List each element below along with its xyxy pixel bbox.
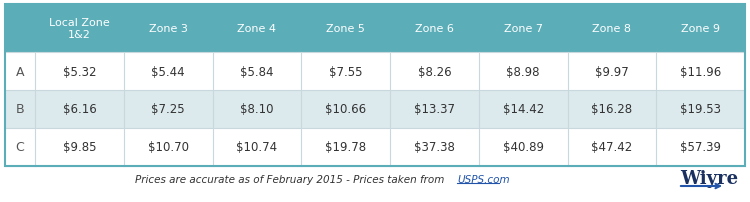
Bar (5, 90, 745, 128)
Text: USPS.com: USPS.com (457, 174, 510, 184)
Text: $57.39: $57.39 (680, 141, 722, 154)
Text: $10.70: $10.70 (148, 141, 189, 154)
Text: Zone 6: Zone 6 (415, 24, 454, 34)
Text: Zone 7: Zone 7 (504, 24, 542, 34)
Text: Local Zone
1&2: Local Zone 1&2 (49, 18, 110, 40)
Text: $37.38: $37.38 (414, 141, 454, 154)
Text: $9.97: $9.97 (595, 65, 628, 78)
Text: $7.55: $7.55 (328, 65, 362, 78)
Text: C: C (16, 141, 24, 154)
Text: $8.10: $8.10 (240, 103, 274, 116)
Text: Zone 8: Zone 8 (592, 24, 632, 34)
Text: $5.44: $5.44 (152, 65, 185, 78)
Text: $19.78: $19.78 (325, 141, 366, 154)
Bar (5, 53, 745, 90)
Text: $8.26: $8.26 (418, 65, 452, 78)
Text: $16.28: $16.28 (591, 103, 632, 116)
Text: $10.66: $10.66 (325, 103, 366, 116)
Text: Wiyre: Wiyre (680, 169, 738, 187)
Text: $47.42: $47.42 (591, 141, 632, 154)
Text: $5.84: $5.84 (240, 65, 274, 78)
Text: Prices are accurate as of February 2015 - Prices taken from: Prices are accurate as of February 2015 … (135, 174, 448, 184)
Text: Zone 4: Zone 4 (237, 24, 276, 34)
Text: $14.42: $14.42 (503, 103, 544, 116)
Text: $13.37: $13.37 (414, 103, 454, 116)
Text: $19.53: $19.53 (680, 103, 722, 116)
Text: Zone 5: Zone 5 (326, 24, 365, 34)
Text: B: B (16, 103, 24, 116)
Text: $10.74: $10.74 (236, 141, 278, 154)
Bar (5, 5, 745, 53)
Bar (5, 5, 745, 166)
Text: $7.25: $7.25 (152, 103, 185, 116)
Text: A: A (16, 65, 24, 78)
Bar (5, 128, 745, 166)
Text: Zone 3: Zone 3 (148, 24, 188, 34)
Text: $9.85: $9.85 (62, 141, 96, 154)
Text: $6.16: $6.16 (62, 103, 96, 116)
Text: $8.98: $8.98 (506, 65, 540, 78)
Text: $5.32: $5.32 (62, 65, 96, 78)
Text: $11.96: $11.96 (680, 65, 722, 78)
Text: Zone 9: Zone 9 (681, 24, 720, 34)
Text: $40.89: $40.89 (503, 141, 544, 154)
